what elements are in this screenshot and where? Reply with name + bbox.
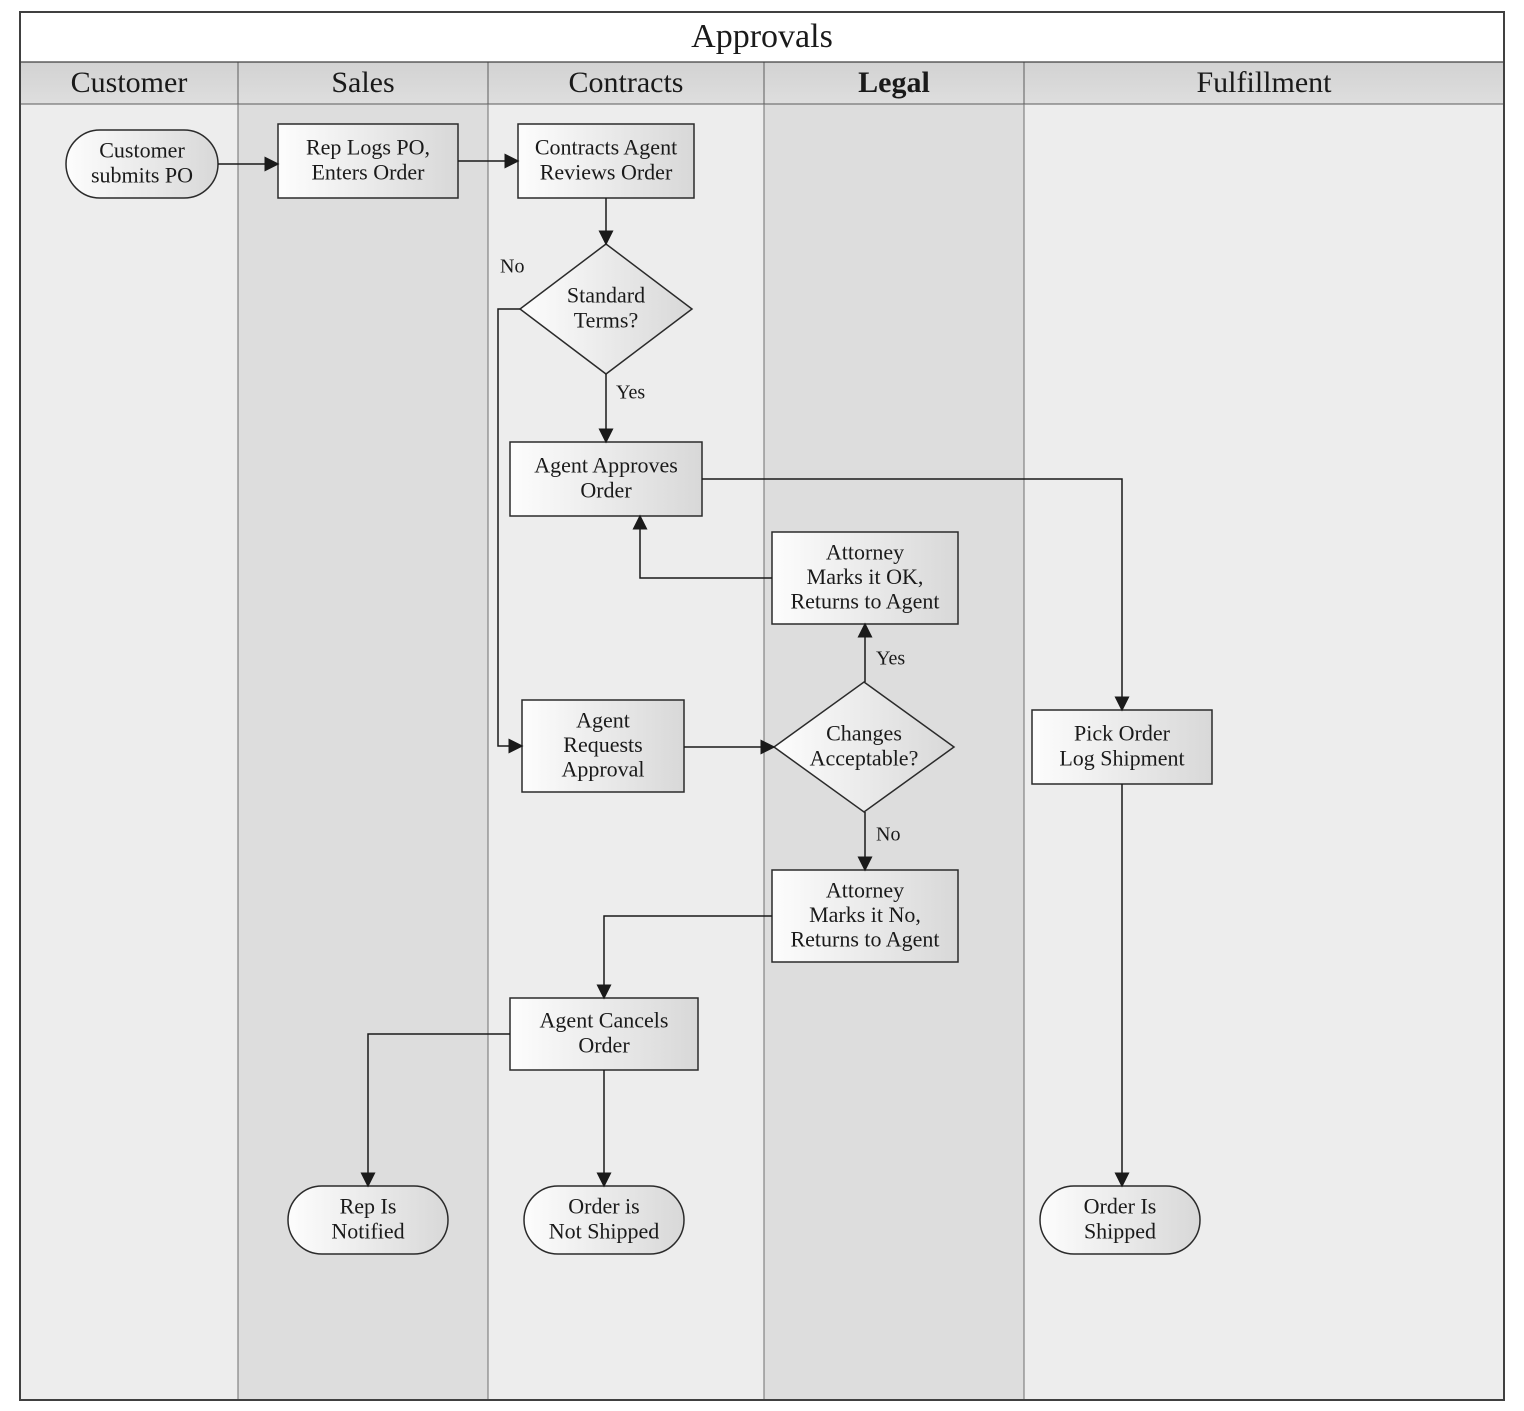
node-text: Attorney [826,539,904,564]
node-text: Log Shipment [1059,745,1184,770]
node-text: Contracts Agent [535,135,677,160]
node-text: Agent Approves [534,453,678,478]
node-text: Acceptable? [810,745,919,770]
node-shipped: Order IsShipped [1040,1186,1200,1254]
node-text: Order [578,1032,630,1057]
node-text: Returns to Agent [790,927,939,952]
node-text: Notified [331,1218,404,1243]
lane-header-legal: Legal [858,66,930,99]
node-text: submits PO [91,162,193,187]
node-text: Marks it OK, [807,564,924,589]
lane-header-sales: Sales [331,66,394,99]
node-text: Approval [561,757,644,782]
node-start: Customersubmits PO [66,130,218,198]
edge-label: No [876,824,900,846]
edge-label: Yes [876,648,905,670]
node-text: Pick Order [1074,721,1171,746]
node-text: Order is [568,1194,639,1219]
node-text: Order [580,477,632,502]
swimlane-diagram: Approvals Customer Sales Contracts Legal Fulf… [0,0,1524,1411]
node-req_approval: AgentRequestsApproval [522,700,684,792]
node-text: Terms? [574,307,638,332]
node-text: Rep Logs PO, [306,135,430,160]
node-text: Standard [567,283,645,308]
edge-label: Yes [616,382,645,404]
node-text: Marks it No, [809,902,921,927]
node-review: Contracts AgentReviews Order [518,124,694,198]
lane-header-contracts: Contracts [569,66,684,99]
node-text: Returns to Agent [790,589,939,614]
node-text: Rep Is [340,1194,397,1219]
lane-header-customer: Customer [71,66,188,99]
node-text: Requests [563,732,642,757]
node-pick_order: Pick OrderLog Shipment [1032,710,1212,784]
node-text: Changes [826,721,902,746]
lane-header-fulfillment: Fulfillment [1197,66,1333,99]
node-text: Enters Order [311,159,425,184]
node-text: Not Shipped [549,1218,660,1243]
node-cancel: Agent CancelsOrder [510,998,698,1070]
node-approve: Agent ApprovesOrder [510,442,702,516]
node-text: Customer [99,138,185,163]
node-text: Shipped [1084,1218,1156,1243]
node-text: Attorney [826,877,904,902]
node-rep_notified: Rep IsNotified [288,1186,448,1254]
diagram-title: Approvals [691,18,833,55]
node-text: Agent Cancels [540,1008,669,1033]
node-marks_ok: AttorneyMarks it OK,Returns to Agent [772,532,958,624]
edge-label: No [500,256,524,278]
node-marks_no: AttorneyMarks it No,Returns to Agent [772,870,958,962]
node-text: Reviews Order [540,159,673,184]
node-text: Order Is [1084,1194,1157,1219]
node-text: Agent [576,707,630,732]
node-not_shipped: Order isNot Shipped [524,1186,684,1254]
node-rep_logs: Rep Logs PO,Enters Order [278,124,458,198]
